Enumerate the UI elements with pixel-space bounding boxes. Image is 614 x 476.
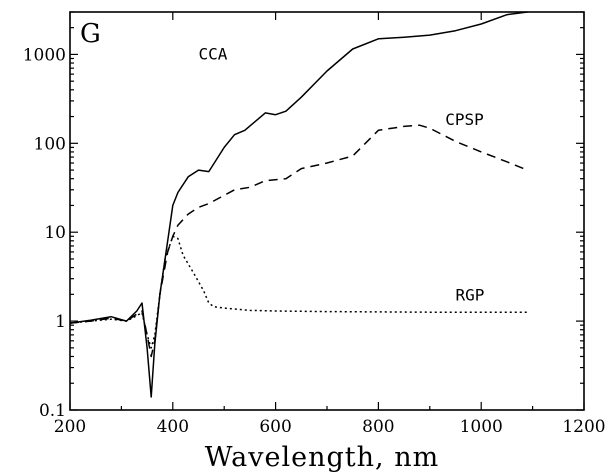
series-cca-line [69,11,528,398]
y-tick-label: 100 [34,134,66,154]
x-tick-label: 1200 [562,417,605,437]
series-cpsp-label: CPSP [445,110,484,129]
y-tick-label: 0.1 [39,401,66,421]
x-tick-label: 200 [54,417,86,437]
series-rgp-label: RGP [456,286,485,305]
series-cpsp-line [69,124,528,358]
y-tick-label: 10 [44,223,66,243]
series-cca-label: CCA [199,44,228,63]
x-tick-label: 600 [259,417,291,437]
x-axis-label: Wavelength, nm [205,442,439,473]
x-tick-label: 400 [157,417,189,437]
y-tick-label: 1 [55,312,66,332]
x-tick-label: 800 [362,417,394,437]
y-tick-label: 1000 [23,45,66,65]
series-layer: CCA CPSP RGP [69,11,528,398]
x-tick-label: 1000 [460,417,503,437]
plot-frame [69,11,585,411]
axis-ticks: 200 400 600 800 1000 1200 0.1 1 10 100 1000 [23,11,606,437]
panel-label: G [80,19,101,49]
